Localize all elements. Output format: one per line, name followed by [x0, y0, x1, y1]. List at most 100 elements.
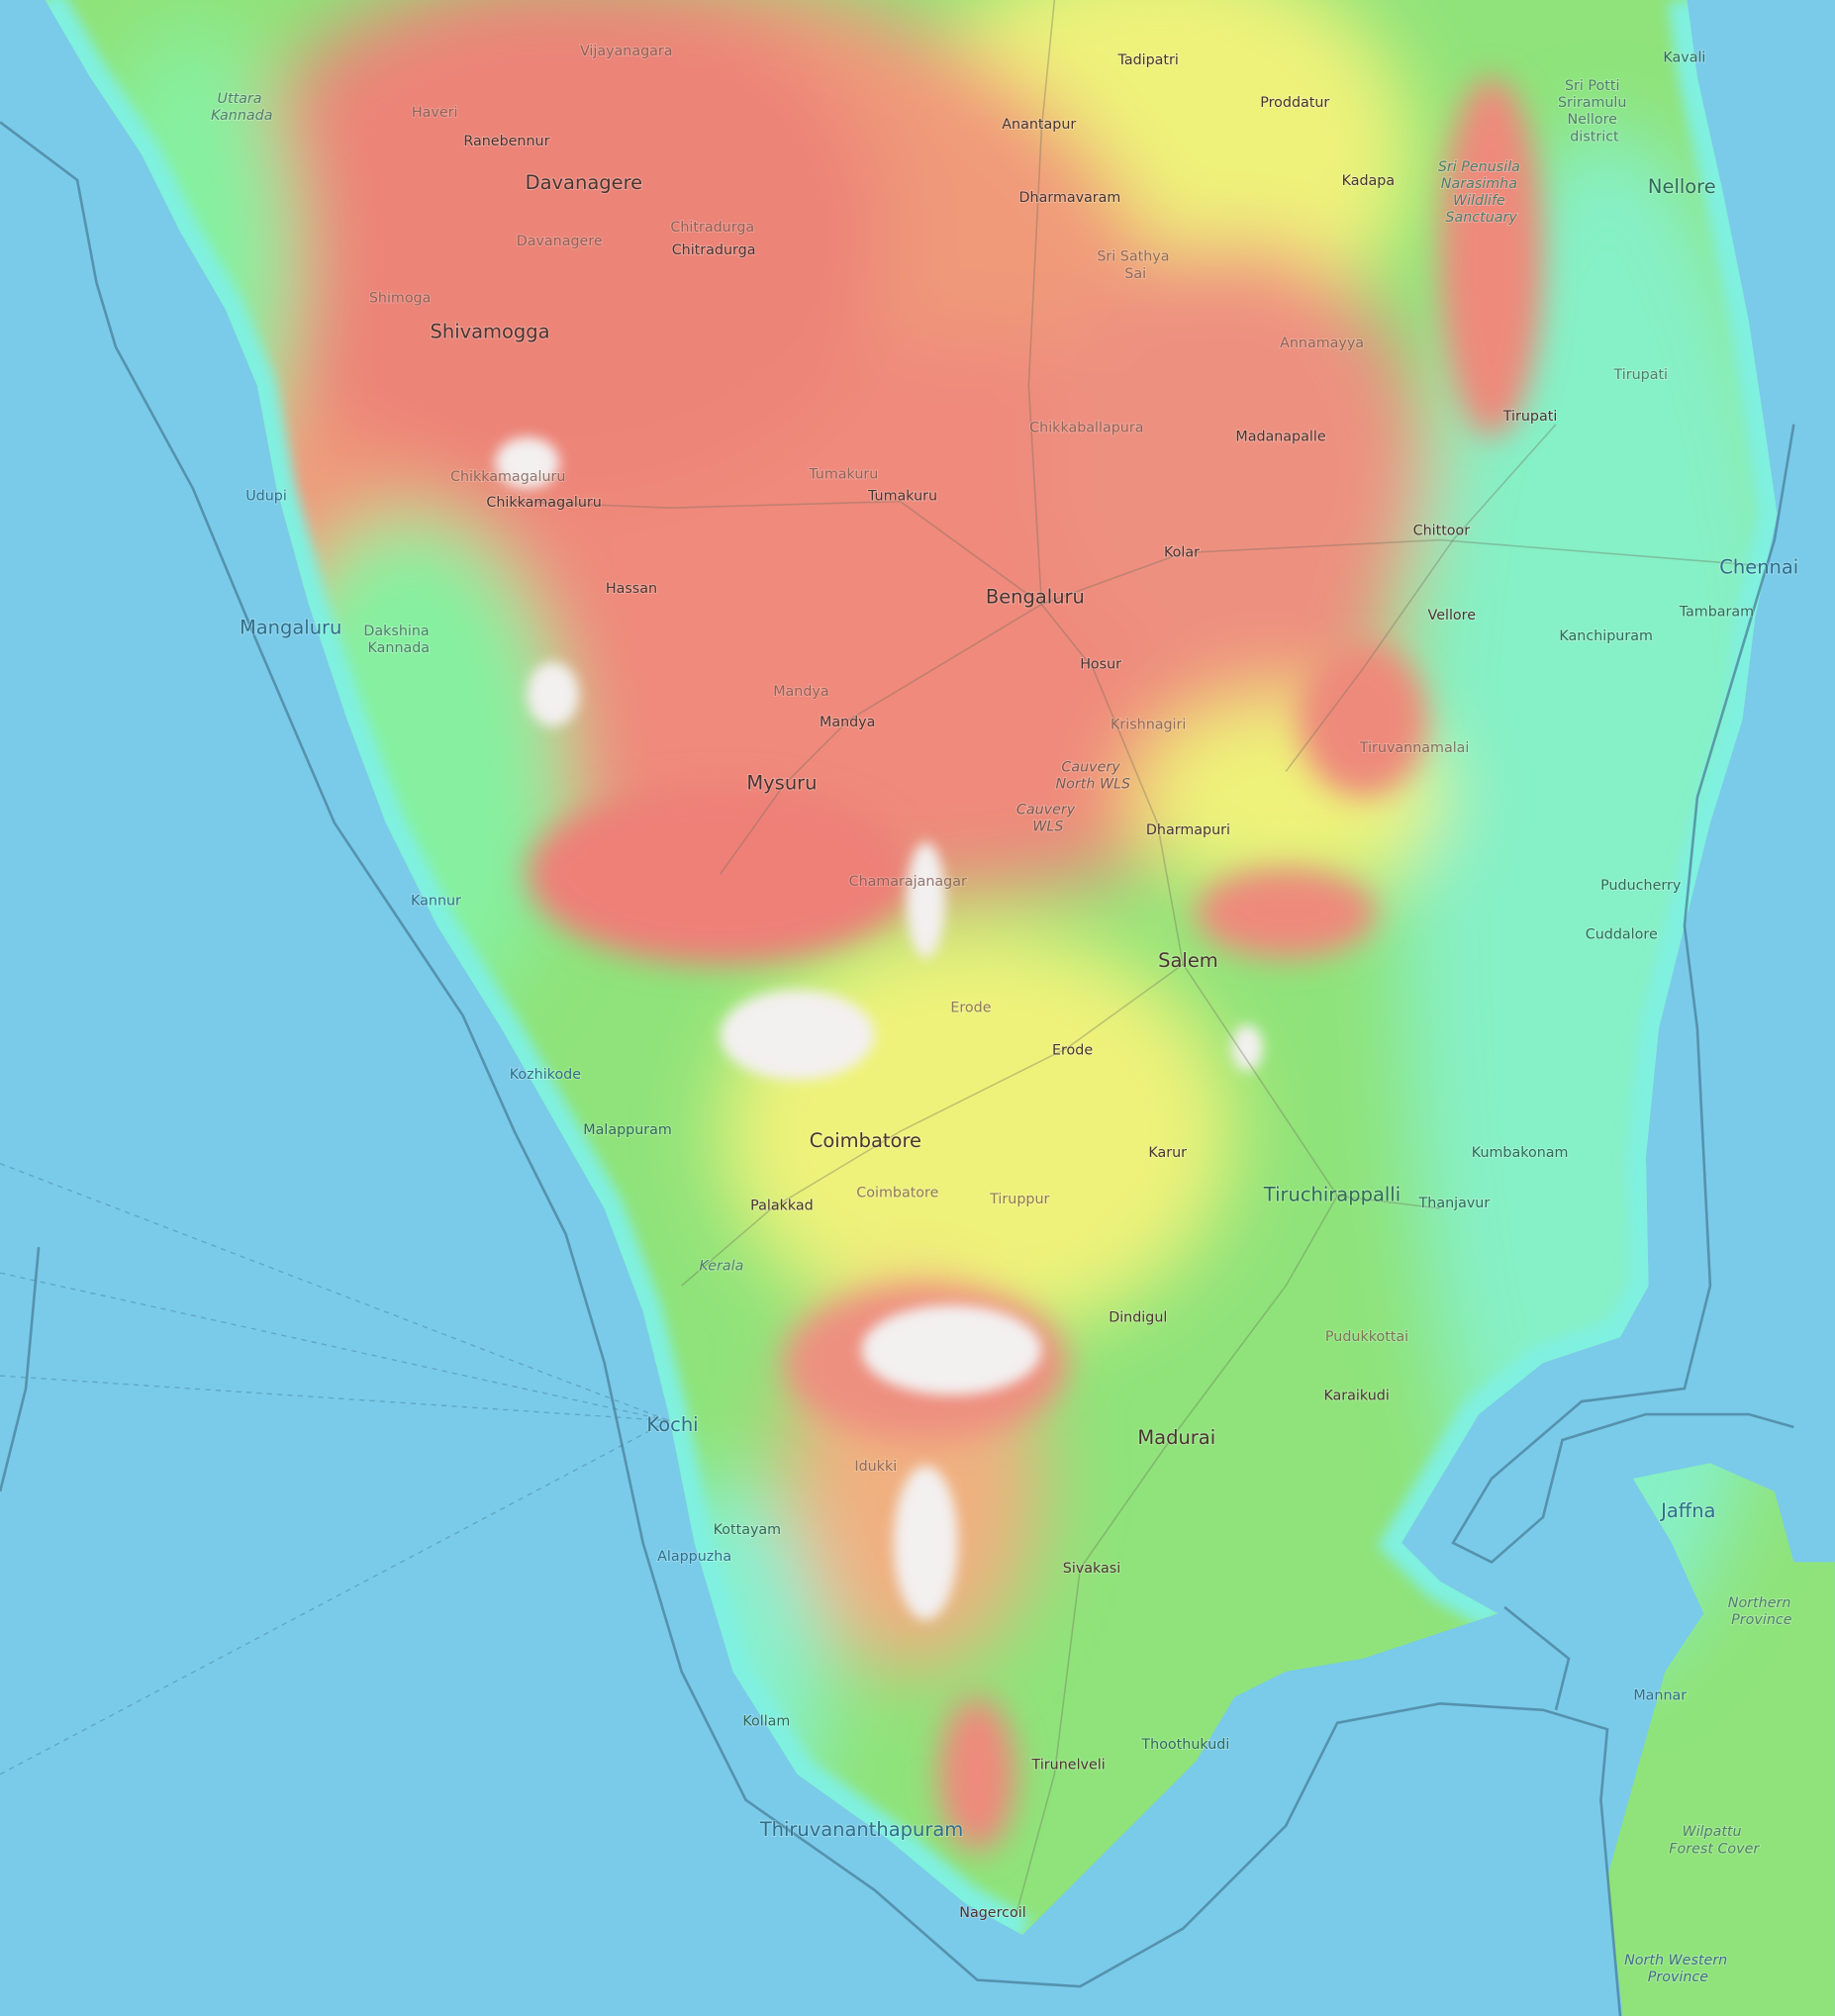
label-vellore: Vellore	[1428, 608, 1477, 624]
label-line: Sri Potti	[1565, 78, 1624, 94]
label-anantapur: Anantapur	[1002, 117, 1076, 133]
label-tiruppur: Tiruppur	[989, 1192, 1049, 1207]
label-mangaluru: Mangaluru	[240, 616, 341, 638]
label-davanagere-district: Davanagere	[517, 234, 603, 249]
label-nagercoil: Nagercoil	[959, 1905, 1025, 1921]
label-madanapalle: Madanapalle	[1235, 430, 1325, 445]
label-kumbakonam: Kumbakonam	[1472, 1145, 1569, 1161]
label-line: Province	[1648, 1969, 1709, 1985]
label-mandya-district: Mandya	[773, 684, 828, 700]
label-cauvery-north-wls: Cauvery North WLS	[1056, 759, 1131, 792]
label-tambaram: Tambaram	[1679, 604, 1754, 620]
label-alappuzha: Alappuzha	[657, 1549, 731, 1565]
label-palakkad: Palakkad	[750, 1198, 814, 1213]
label-nellore: Nellore	[1648, 175, 1716, 198]
label-udupi: Udupi	[245, 488, 287, 504]
label-nellore-district: Sri Potti Sriramulu Nellore district	[1558, 78, 1631, 144]
label-kolar: Kolar	[1164, 545, 1200, 561]
label-line: Wildlife	[1453, 193, 1509, 209]
label-uttara-kannada: Uttara Kannada	[211, 91, 272, 124]
label-tiruvannamalai: Tiruvannamalai	[1359, 740, 1470, 756]
map-labels: Vijayanagara Haveri Ranebennur Uttara Ka…	[210, 43, 1799, 1986]
label-coimbatore: Coimbatore	[810, 1129, 921, 1152]
label-chitradurga: Chitradurga	[672, 242, 756, 258]
label-salem: Salem	[1158, 949, 1218, 972]
label-chikkaballapura: Chikkaballapura	[1029, 421, 1143, 436]
label-erode-district: Erode	[950, 1000, 991, 1015]
label-haveri: Haveri	[412, 105, 458, 121]
label-line: Cauvery	[1061, 759, 1124, 775]
label-wilpattu-forest-cover: Wilpattu Forest Cover	[1669, 1824, 1760, 1857]
label-chamarajanagar: Chamarajanagar	[849, 874, 967, 890]
label-line: Sanctuary	[1445, 210, 1517, 226]
label-chikkamagaluru: Chikkamagaluru	[486, 495, 601, 511]
label-dharmapuri: Dharmapuri	[1146, 822, 1230, 838]
label-cuddalore: Cuddalore	[1586, 926, 1658, 942]
label-sivakasi: Sivakasi	[1063, 1561, 1120, 1577]
label-line: Forest Cover	[1669, 1841, 1760, 1857]
label-cauvery-wls: Cauvery WLS	[1016, 802, 1080, 834]
label-line: district	[1570, 129, 1619, 144]
label-mysuru: Mysuru	[746, 772, 817, 795]
label-tumakuru-district: Tumakuru	[808, 466, 878, 482]
label-line: Sri Penusila	[1438, 159, 1525, 175]
label-kannur: Kannur	[411, 894, 461, 910]
label-line: WLS	[1032, 818, 1063, 834]
label-idukki: Idukki	[854, 1459, 897, 1475]
label-line: Uttara	[218, 91, 267, 107]
cable-lines	[0, 1163, 669, 1776]
label-kadapa: Kadapa	[1342, 173, 1396, 189]
label-tiruchirappalli: Tiruchirappalli	[1263, 1183, 1400, 1205]
label-madurai: Madurai	[1137, 1426, 1215, 1449]
label-pudukkottai: Pudukkottai	[1325, 1329, 1408, 1345]
label-hassan: Hassan	[606, 581, 657, 597]
label-coimbatore-district: Coimbatore	[856, 1185, 938, 1200]
label-chikkamagaluru-district: Chikkamagaluru	[450, 469, 565, 485]
label-line: Sriramulu	[1558, 95, 1631, 111]
label-thiruvananthapuram: Thiruvananthapuram	[759, 1818, 964, 1841]
label-annamayya: Annamayya	[1280, 336, 1364, 351]
label-jaffna: Jaffna	[1660, 1499, 1715, 1522]
label-erode: Erode	[1052, 1042, 1093, 1058]
label-proddatur: Proddatur	[1260, 95, 1329, 111]
label-tirupati-district: Tirupati	[1612, 367, 1668, 383]
roads	[514, 0, 1762, 1916]
label-kavali: Kavali	[1663, 49, 1705, 65]
label-tirupati: Tirupati	[1502, 409, 1558, 425]
label-line: Sai	[1124, 266, 1146, 282]
label-tumakuru: Tumakuru	[867, 488, 937, 504]
label-kollam: Kollam	[742, 1713, 790, 1729]
label-chennai: Chennai	[1719, 555, 1798, 578]
label-line: Nellore	[1567, 112, 1621, 128]
label-vijayanagara: Vijayanagara	[580, 44, 673, 59]
label-kochi: Kochi	[646, 1413, 698, 1436]
label-line: Narasimha	[1441, 176, 1522, 192]
label-puducherry: Puducherry	[1600, 878, 1682, 894]
label-line: North WLS	[1056, 777, 1131, 793]
label-shimoga: Shimoga	[369, 290, 432, 306]
label-north-western-province: North Western Province	[1624, 1953, 1732, 1985]
label-line: Northern	[1728, 1595, 1795, 1611]
label-line: Dakshina	[363, 624, 434, 639]
label-chitradurga-district: Chitradurga	[670, 220, 754, 236]
label-krishnagiri: Krishnagiri	[1111, 718, 1186, 733]
label-dakshina-kannada: Dakshina Kannada	[363, 624, 434, 656]
label-karaikudi: Karaikudi	[1323, 1389, 1389, 1404]
label-line: Sri Sathya	[1097, 249, 1174, 265]
label-mandya: Mandya	[820, 715, 875, 730]
label-chittoor: Chittoor	[1413, 523, 1471, 538]
label-thoothukudi: Thoothukudi	[1140, 1737, 1229, 1753]
label-thanjavur: Thanjavur	[1418, 1196, 1491, 1211]
maritime-boundaries	[0, 121, 1795, 2016]
label-northern-province: Northern Province	[1728, 1595, 1795, 1628]
label-line: North Western	[1624, 1953, 1732, 1968]
label-kanchipuram: Kanchipuram	[1559, 628, 1652, 644]
label-dindigul: Dindigul	[1109, 1309, 1167, 1325]
label-kerala: Kerala	[699, 1259, 743, 1275]
label-malappuram: Malappuram	[583, 1122, 672, 1138]
label-penusila-wildlife-sanctuary: Sri Penusila Narasimha Wildlife Sanctuar…	[1438, 159, 1525, 226]
label-line: Cauvery	[1016, 802, 1080, 817]
label-ranebennur: Ranebennur	[463, 134, 549, 149]
label-line: Wilpattu	[1682, 1824, 1746, 1840]
